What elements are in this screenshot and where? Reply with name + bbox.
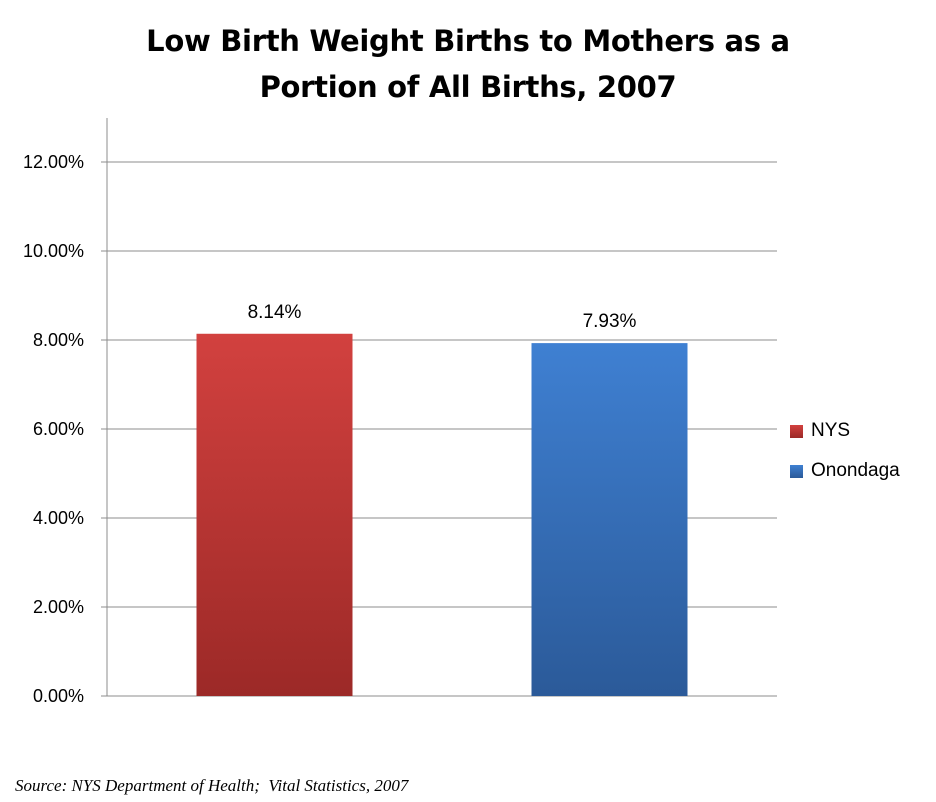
y-tick-label: 10.00% <box>23 241 84 261</box>
data-label-onondaga: 7.93% <box>583 311 637 332</box>
chart-title-line-2: Portion of All Births, 2007 <box>259 70 677 104</box>
y-tick-label: 0.00% <box>33 686 84 706</box>
y-tick-label: 8.00% <box>33 330 84 350</box>
y-tick-label: 2.00% <box>33 597 84 617</box>
y-axis: 0.00% 2.00% 4.00% 6.00% 8.00% 10.00% 12.00% <box>23 118 108 706</box>
legend: NYS Onondaga <box>790 420 900 500</box>
bar-chart: 0.00% 2.00% 4.00% 6.00% 8.00% 10.00% 12.00% 8.… <box>23 118 777 706</box>
legend-label-onondaga: Onondaga <box>811 460 900 481</box>
chart-title: Low Birth Weight Births to Mothers as a … <box>0 18 936 110</box>
y-tick-label: 12.00% <box>23 152 84 172</box>
source-note: Source: NYS Department of Health; Vital … <box>15 776 409 795</box>
legend-item-onondaga: Onondaga <box>790 460 900 482</box>
bar-nys <box>196 333 353 696</box>
legend-label-nys: NYS <box>811 420 851 441</box>
chart-title-line-1: Low Birth Weight Births to Mothers as a <box>146 24 790 58</box>
bars <box>196 333 688 696</box>
legend-swatch-nys <box>790 424 803 438</box>
bar-onondaga <box>531 343 688 696</box>
y-tick-label: 6.00% <box>33 419 84 439</box>
data-labels: 8.14% 7.93% <box>248 302 637 332</box>
legend-swatch-onondaga <box>790 464 803 478</box>
y-tick-label: 4.00% <box>33 508 84 528</box>
data-label-nys: 8.14% <box>248 302 302 323</box>
legend-item-nys: NYS <box>790 420 900 442</box>
